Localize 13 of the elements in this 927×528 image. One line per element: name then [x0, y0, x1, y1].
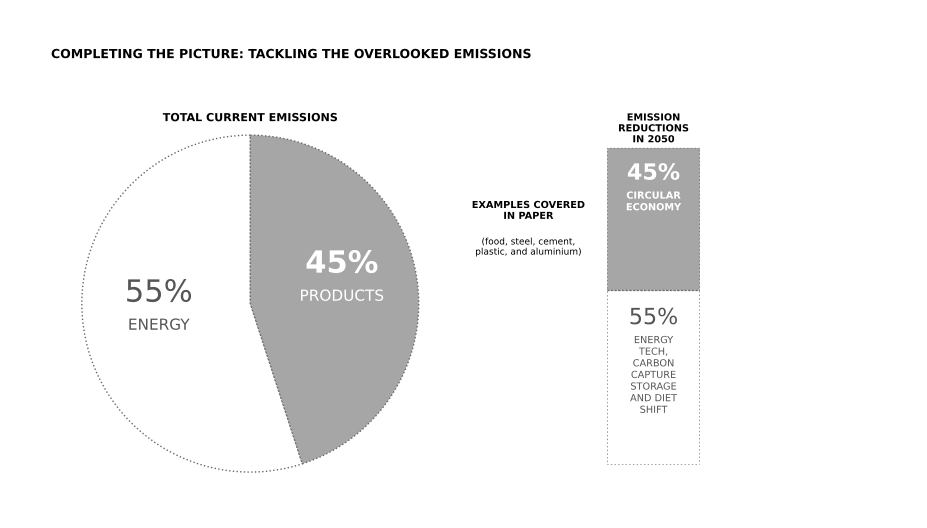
series-label: CIRCULAR ECONOMY [626, 191, 682, 210]
text: EXAMPLES COVERED IN PAPER [472, 200, 584, 219]
slice-label: ENERGY [129, 318, 190, 330]
text: COMPLETING THE PICTURE: TACKLING THE OVERLOOKED EMISSIONS [52, 48, 531, 58]
data-label: 55% [127, 278, 192, 302]
series-label: ENERGY TECH, CARBON CAPTURE STORAGE AND DIET SHIFT [630, 336, 678, 413]
data-label: 45% [306, 250, 378, 274]
chart-title: TOTAL CURRENT EMISSIONS [162, 112, 338, 122]
chart-title: EMISSION REDUCTIONS IN 2050 [618, 113, 688, 142]
slice-label: PRODUCTS [301, 289, 384, 301]
data-label: 45% [628, 163, 680, 180]
text: (food, steel, cement, plastic, and aluminium) [476, 238, 581, 256]
data-label: 55% [630, 308, 678, 324]
